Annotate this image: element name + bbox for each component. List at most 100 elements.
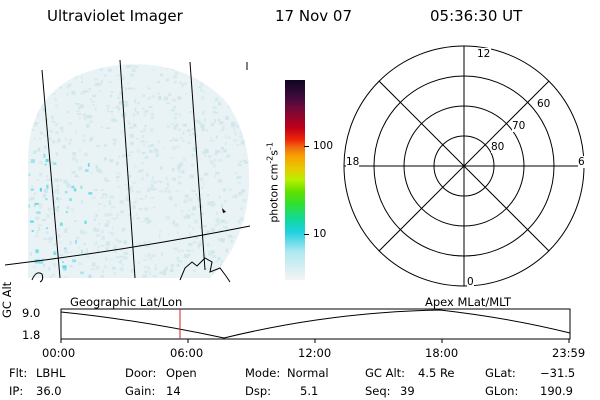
aurora-pixel [104, 257, 108, 261]
aurora-pixel [79, 104, 84, 109]
aurora-pixel [62, 145, 67, 149]
aurora-pixel [246, 108, 249, 111]
aurora-pixel [144, 217, 149, 221]
aurora-pixel [44, 64, 47, 68]
aurora-pixel [214, 175, 216, 178]
aurora-pixel [104, 157, 107, 161]
aurora-pixel [55, 84, 59, 88]
aurora-pixel [221, 239, 225, 243]
aurora-pixel [177, 96, 182, 100]
aurora-pixel [237, 98, 241, 101]
aurora-pixel [223, 149, 227, 153]
aurora-pixel [215, 149, 220, 153]
aurora-pixel [55, 122, 58, 127]
aurora-pixel [109, 110, 114, 113]
aurora-pixel [224, 220, 229, 224]
aurora-pixel [135, 213, 138, 216]
aurora-pixel [143, 128, 146, 132]
aurora-pixel [84, 60, 87, 64]
aurora-pixel [248, 70, 250, 75]
aurora-pixel [83, 242, 86, 245]
aurora-pixel [181, 83, 184, 88]
aurora-pixel [34, 92, 39, 95]
aurora-pixel [86, 64, 90, 68]
aurora-pixel [33, 123, 38, 127]
aurora-pixel [208, 277, 211, 278]
aurora-pixel [67, 110, 69, 114]
aurora-pixel [220, 219, 225, 223]
aurora-pixel [107, 231, 113, 234]
aurora-pixel [72, 259, 77, 263]
aurora-pixel [216, 218, 220, 223]
aurora-pixel [247, 59, 251, 61]
aurora-pixel [218, 74, 223, 78]
aurora-pixel [153, 148, 159, 152]
aurora-pixel [145, 245, 150, 248]
mode-value: Normal [287, 366, 329, 380]
aurora-pixel [182, 123, 187, 127]
aurora-pixel [140, 169, 144, 172]
aurora-pixel [74, 220, 77, 222]
aurora-pixel [78, 149, 81, 152]
aurora-pixel [196, 195, 201, 200]
aurora-pixel [119, 255, 124, 258]
aurora-pixel [237, 220, 241, 224]
aurora-pixel [202, 110, 205, 115]
aurora-pixel [238, 101, 241, 106]
aurora-pixel [192, 227, 195, 230]
aurora-pixel [206, 268, 211, 270]
aurora-pixel [118, 155, 121, 158]
aurora-pixel [187, 142, 191, 145]
aurora-pixel [100, 274, 104, 278]
aurora-pixel [54, 249, 58, 254]
aurora-pixel [148, 64, 152, 65]
aurora-pixel [200, 82, 204, 87]
aurora-pixel [66, 85, 70, 89]
aurora-pixel [134, 65, 139, 68]
aurora-pixel [91, 268, 95, 271]
aurora-pixel [127, 196, 130, 200]
aurora-pixel [238, 191, 243, 196]
aurora-pixel [63, 247, 67, 250]
aurora-pixel [37, 112, 40, 117]
aurora-pixel [241, 89, 245, 92]
aurora-pixel [240, 110, 244, 113]
aurora-pixel [116, 216, 118, 219]
aurora-pixel [136, 217, 140, 220]
aurora-pixel [219, 65, 224, 68]
aurora-pixel [28, 204, 30, 208]
aurora-pixel [58, 258, 63, 260]
aurora-pixel [106, 127, 111, 130]
aurora-pixel [224, 141, 227, 145]
aurora-pixel [212, 60, 215, 64]
aurora-pixel [121, 264, 125, 267]
aurora-pixel [95, 164, 99, 169]
aurora-pixel [230, 239, 233, 243]
aurora-pixel [222, 188, 226, 192]
aurora-pixel [159, 271, 163, 274]
aurora-pixel [51, 160, 54, 165]
aurora-pixel [180, 210, 184, 213]
polar-plot [343, 45, 585, 287]
aurora-pixel [207, 155, 212, 159]
aurora-pixel [155, 153, 159, 158]
aurora-pixel [220, 263, 222, 267]
aurora-pixel [147, 188, 150, 193]
aurora-pixel [235, 77, 238, 80]
aurora-pixel [127, 120, 130, 124]
aurora-pixel [171, 108, 175, 112]
aurora-pixel [173, 223, 178, 227]
aurora-pixel [136, 102, 140, 105]
aurora-pixel [116, 172, 121, 176]
aurora-pixel [64, 190, 68, 194]
aurora-pixel [31, 185, 34, 188]
aurora-pixel [211, 203, 216, 207]
aurora-pixel [206, 278, 208, 281]
aurora-pixel [109, 159, 114, 163]
aurora-pixel [135, 198, 138, 202]
aurora-pixel [249, 134, 250, 139]
gain-label: Gain: [125, 384, 156, 398]
aurora-pixel [46, 178, 51, 181]
aurora-pixel [43, 82, 48, 86]
aurora-pixel [220, 129, 223, 133]
